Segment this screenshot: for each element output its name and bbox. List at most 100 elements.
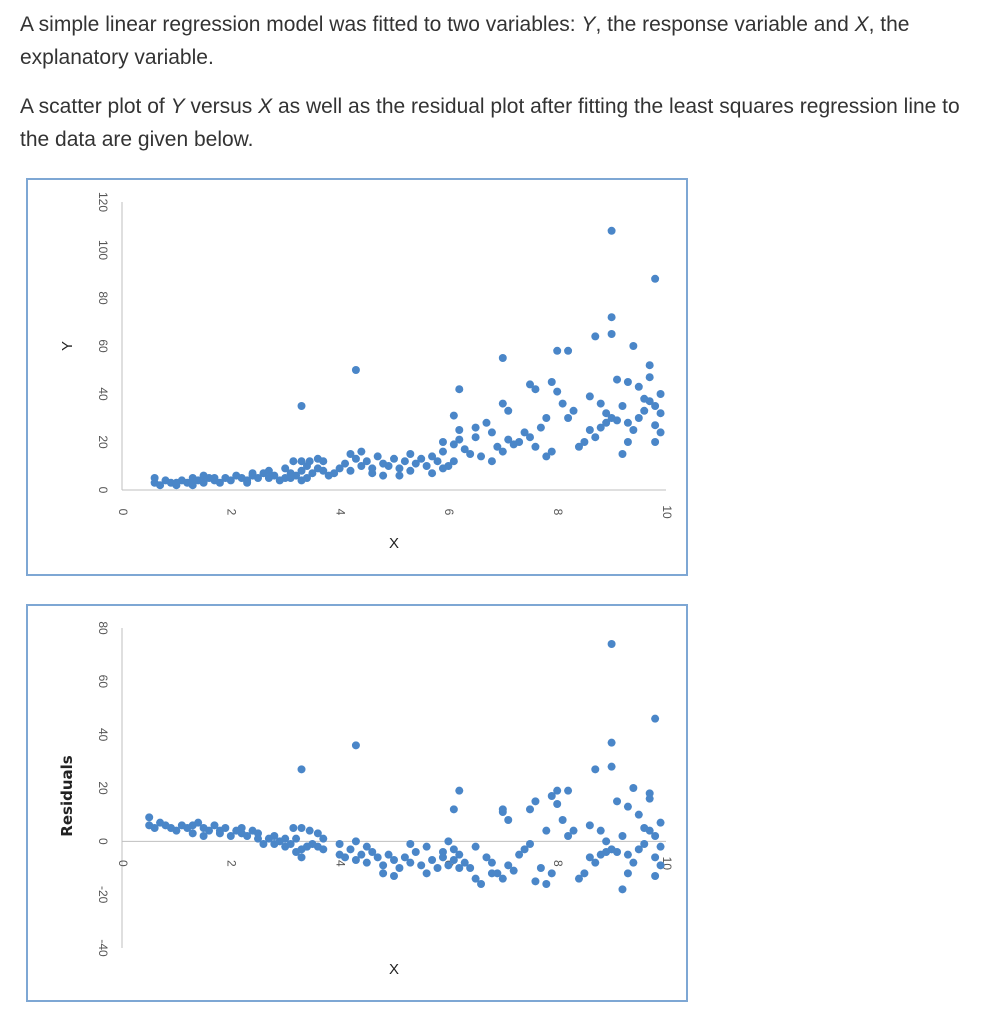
data-point [547,447,556,456]
data-point [585,426,594,434]
data-point [613,848,622,856]
data-point [297,824,306,832]
data-point [455,786,464,795]
x-tick-label: 0 [116,860,130,867]
data-point [607,640,616,648]
data-point [504,435,513,444]
data-point [542,880,551,888]
desc-text-c: as well as the residual plot after fitti… [20,95,960,151]
data-point [531,442,540,451]
data-point [199,832,208,840]
data-point [444,837,453,846]
data-point [564,786,573,795]
intro-var-x: X [854,13,869,36]
data-point [487,457,496,466]
data-point [319,845,328,854]
y-tick-label: 80 [96,291,110,305]
data-point [498,354,507,362]
data-point [607,762,616,771]
data-point [618,885,627,894]
data-point [384,462,393,470]
data-point [482,853,491,862]
data-point [580,869,589,878]
data-point [305,826,314,835]
data-point [602,848,611,856]
intro-paragraph: A simple linear regression model was fit… [20,8,970,74]
data-point [613,416,622,425]
data-point [422,462,431,470]
data-point [602,409,611,418]
data-point [351,366,360,374]
x-tick-label: 4 [333,860,347,867]
data-point [640,406,649,415]
y-tick-label: 40 [96,387,110,401]
data-point [362,858,371,867]
intro-text-c: , the explanatory variable. [20,13,910,69]
data-point [362,842,371,851]
data-point [428,469,437,478]
data-point [553,800,562,808]
data-point [351,741,360,750]
data-point [449,856,458,864]
data-point [330,469,339,478]
x-tick-label: 2 [225,509,239,516]
data-point [150,824,159,832]
data-point [406,466,415,475]
data-point [390,856,398,864]
residual-plot-panel: -40-200204060800246810XResiduals [26,604,688,1002]
data-point [526,805,534,814]
description-paragraph: A scatter plot of Y versus X as well as … [20,90,970,156]
data-point [297,466,306,475]
data-point [466,864,475,872]
data-point [210,821,219,830]
data-point [536,423,545,432]
data-point [591,858,600,867]
data-point [313,829,322,838]
y-tick-label: 0 [96,487,110,494]
data-point [613,797,622,806]
data-point [596,399,605,408]
data-point [634,382,643,391]
data-point [449,411,458,420]
data-point [199,478,208,487]
data-point [270,471,279,480]
data-point [422,842,431,851]
data-point [455,435,464,444]
data-point [384,850,393,859]
data-point [629,784,638,792]
data-point [493,869,502,878]
data-point [351,837,360,846]
data-point [591,332,600,341]
data-point [379,861,388,870]
data-point [651,438,660,446]
data-point [368,469,377,478]
data-point [645,794,654,803]
data-point [623,850,632,859]
data-point [629,342,638,350]
data-point [602,418,611,427]
data-point [455,385,464,394]
data-point [341,853,350,862]
data-point [422,869,431,878]
data-point [651,421,660,430]
data-point [656,842,665,851]
data-point [444,861,453,870]
x-tick-label: 2 [225,860,239,867]
data-point [531,385,540,394]
data-point [623,438,632,446]
data-point [357,850,366,859]
data-point [215,826,224,835]
data-point [188,481,197,490]
data-point [281,464,290,473]
data-point [444,462,453,470]
data-point [400,457,409,466]
data-point [455,850,464,859]
data-point [504,861,513,870]
data-point [569,826,578,835]
data-point [297,476,306,485]
data-point [526,433,534,442]
data-point [651,872,660,880]
data-point [455,426,464,434]
data-point [471,842,480,851]
data-point [651,274,660,283]
